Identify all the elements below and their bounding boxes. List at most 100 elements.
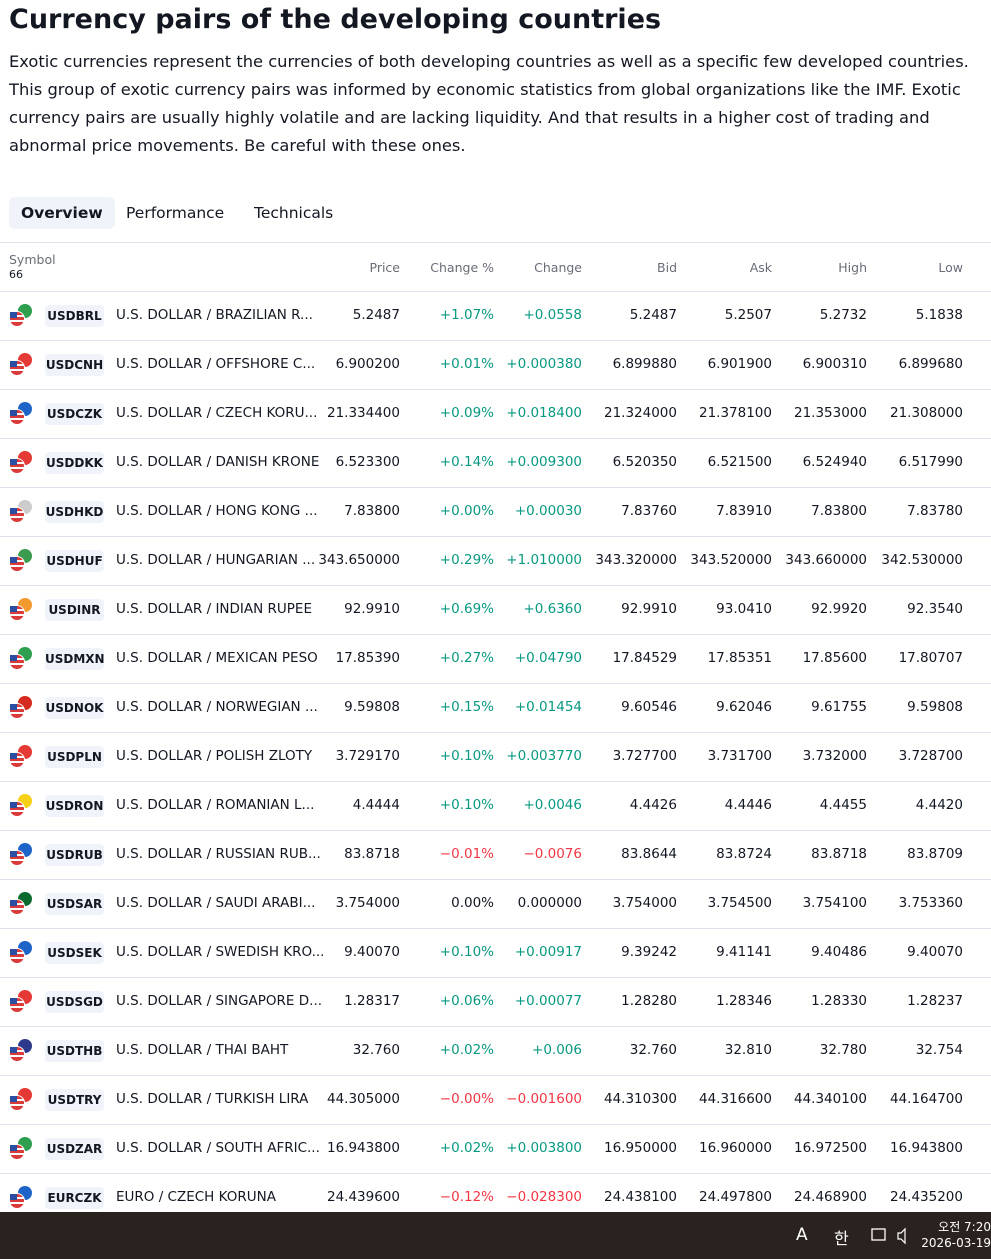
cell: −0.028300	[506, 1189, 582, 1205]
row-divider	[0, 340, 991, 341]
column-header[interactable]: Bid	[657, 260, 677, 275]
cell: 3.728700	[898, 748, 963, 764]
cell: +0.10%	[439, 797, 494, 813]
row-divider	[0, 585, 991, 586]
currency-icon	[9, 794, 32, 817]
row-divider	[0, 438, 991, 439]
symbol-header[interactable]: Symbol	[9, 252, 56, 267]
cell: 83.8724	[716, 846, 772, 862]
tray-icons[interactable]	[870, 1226, 914, 1246]
row-divider	[0, 1173, 991, 1174]
clock-time[interactable]: 오전 7:20	[938, 1220, 991, 1234]
cell: 1.28280	[621, 993, 677, 1009]
symbol-badge[interactable]: USDSAR	[45, 893, 104, 915]
cell: 9.41141	[716, 944, 772, 960]
column-header[interactable]: Ask	[749, 260, 772, 275]
symbol-badge[interactable]: USDNOK	[45, 697, 104, 719]
symbol-badge[interactable]: USDRUB	[45, 844, 104, 866]
cell: 6.517990	[898, 454, 963, 470]
column-header[interactable]: High	[838, 260, 867, 275]
cell: 0.00%	[451, 895, 494, 911]
pair-name: U.S. DOLLAR / POLISH ZLOTY	[116, 748, 313, 764]
cell: 17.85600	[802, 650, 867, 666]
currency-icon	[9, 1039, 32, 1062]
cell: 83.8709	[907, 846, 963, 862]
column-header[interactable]: Change	[534, 260, 582, 275]
cell: +0.10%	[439, 944, 494, 960]
cell: 3.754100	[802, 895, 867, 911]
cell: 9.62046	[716, 699, 772, 715]
cell: 7.83800	[811, 503, 867, 519]
cell: 4.4455	[819, 797, 867, 813]
symbol-badge[interactable]: USDTHB	[45, 1040, 104, 1062]
tab[interactable]: Technicals	[254, 204, 334, 222]
clock-date[interactable]: 2026-03-19	[921, 1236, 991, 1250]
symbol-badge[interactable]: USDZAR	[45, 1138, 104, 1160]
symbol-badge[interactable]: USDTRY	[45, 1089, 104, 1111]
pair-name: U.S. DOLLAR / INDIAN RUPEE	[116, 601, 312, 617]
row-divider	[0, 1124, 991, 1125]
cell: 44.340100	[793, 1091, 867, 1107]
cell: 9.60546	[621, 699, 677, 715]
cell: 343.650000	[318, 552, 400, 568]
symbol-badge[interactable]: USDDKK	[45, 452, 104, 474]
language[interactable]: 한	[834, 1229, 849, 1248]
symbol-badge[interactable]: USDHKD	[45, 501, 104, 523]
pair-name: U.S. DOLLAR / MEXICAN PESO	[116, 650, 318, 666]
column-header[interactable]: Change %	[430, 260, 494, 275]
cell: 6.521500	[707, 454, 772, 470]
cell: 6.524940	[802, 454, 867, 470]
column-header[interactable]: Price	[369, 260, 401, 275]
symbol-badge[interactable]: USDINR	[45, 599, 104, 621]
currency-icon	[9, 1137, 32, 1160]
divider	[0, 242, 991, 243]
symbol-badge[interactable]: USDMXN	[45, 648, 105, 670]
currency-icon	[9, 941, 32, 964]
tab[interactable]: Performance	[126, 204, 225, 222]
cell: 3.732000	[802, 748, 867, 764]
symbol-badge[interactable]: USDSEK	[45, 942, 104, 964]
cell: 17.84529	[612, 650, 677, 666]
symbol-badge[interactable]: USDHUF	[45, 550, 104, 572]
input-mode[interactable]: A	[796, 1225, 808, 1245]
cell: 6.900200	[335, 356, 400, 372]
symbol-badge[interactable]: USDRON	[45, 795, 104, 817]
currency-icon	[9, 549, 32, 572]
cell: 44.316600	[698, 1091, 772, 1107]
cell: 44.164700	[889, 1091, 963, 1107]
cell: 6.900310	[802, 356, 867, 372]
cell: +0.006	[532, 1042, 582, 1058]
symbol-badge[interactable]: USDCNH	[45, 354, 104, 376]
column-header[interactable]: Low	[938, 260, 963, 275]
symbol-badge[interactable]: USDCZK	[45, 403, 104, 425]
cell: 3.731700	[707, 748, 772, 764]
cell: +0.00077	[514, 993, 582, 1009]
cell: 3.754500	[707, 895, 772, 911]
cell: 21.334400	[326, 405, 400, 421]
tab[interactable]: Overview	[9, 197, 115, 229]
cell: 6.899880	[612, 356, 677, 372]
pair-name: U.S. DOLLAR / SAUDI ARABI...	[116, 895, 316, 911]
cell: 21.353000	[793, 405, 867, 421]
cell: 93.0410	[716, 601, 772, 617]
cell: +1.07%	[439, 307, 494, 323]
symbol-badge[interactable]: USDSGD	[45, 991, 104, 1013]
symbol-badge[interactable]: EURCZK	[45, 1187, 104, 1209]
cell: 6.899680	[898, 356, 963, 372]
pair-name: U.S. DOLLAR / OFFSHORE C...	[116, 356, 316, 372]
pair-name: EURO / CZECH KORUNA	[116, 1189, 276, 1205]
cell: 5.2487	[352, 307, 400, 323]
row-divider	[0, 536, 991, 537]
cell: 16.950000	[603, 1140, 677, 1156]
cell: 24.497800	[698, 1189, 772, 1205]
cell: +0.04790	[514, 650, 582, 666]
symbol-badge[interactable]: USDPLN	[45, 746, 104, 768]
currency-icon	[9, 598, 32, 621]
symbol-badge[interactable]: USDBRL	[45, 305, 104, 327]
pair-name: U.S. DOLLAR / HUNGARIAN ...	[116, 552, 316, 568]
row-divider	[0, 634, 991, 635]
currency-icon	[9, 696, 32, 719]
cell: +0.02%	[439, 1140, 494, 1156]
cell: 92.9920	[811, 601, 867, 617]
